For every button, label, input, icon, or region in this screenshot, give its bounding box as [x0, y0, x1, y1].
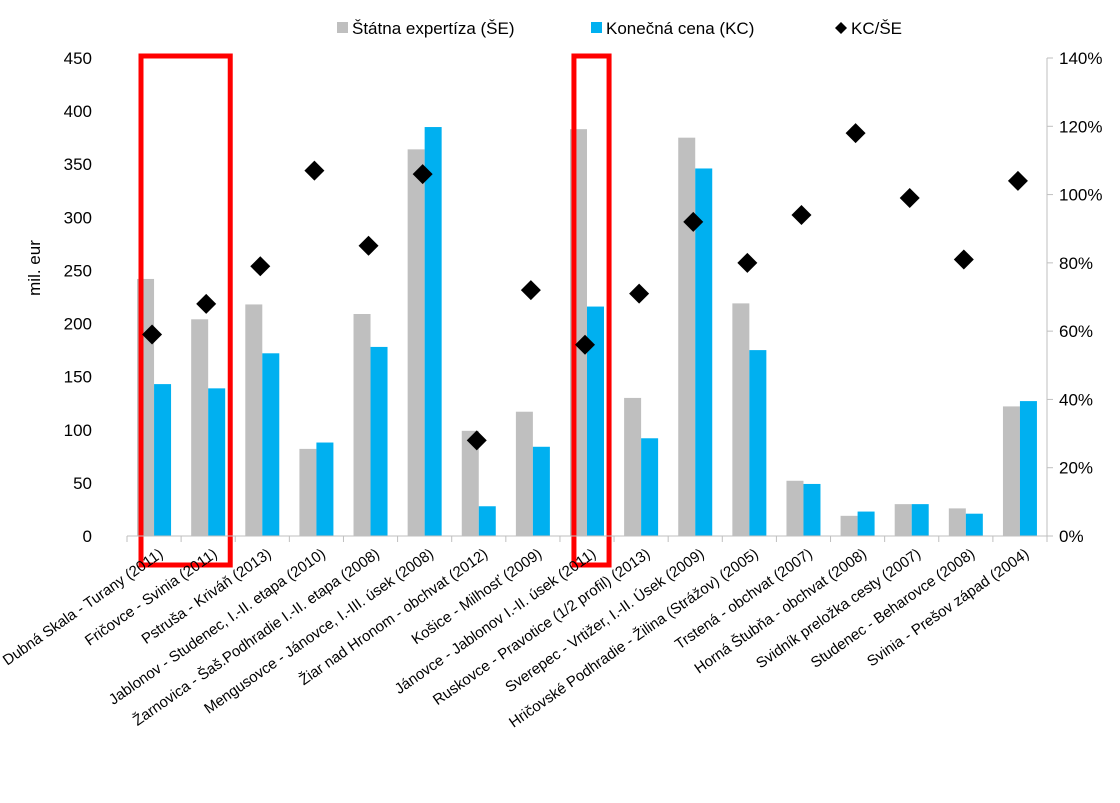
y-axis-left: 0 50 100 150 200 250 300 350 400 450 [64, 49, 92, 546]
ratio-marker [845, 123, 866, 144]
y2-tick-label: 140% [1059, 49, 1102, 68]
legend-swatch [591, 22, 602, 33]
ratio-marker [1007, 170, 1028, 191]
y2-tick-label: 80% [1059, 254, 1093, 273]
bar-statna-expertiza [678, 137, 696, 536]
bar-statna-expertiza [732, 303, 750, 536]
ratio-marker [466, 430, 487, 451]
y-tick-label: 300 [64, 208, 92, 227]
y-tick-label: 150 [64, 368, 92, 387]
highlight-box [571, 53, 612, 568]
y-axis-title: mil. eur [25, 240, 44, 296]
bar-statna-expertiza [948, 508, 966, 536]
bar-konecna-cena [803, 483, 821, 536]
ratio-marker [899, 187, 920, 208]
ratio-marker [196, 293, 217, 314]
y2-tick-label: 40% [1059, 390, 1093, 409]
bar-statna-expertiza [840, 515, 858, 536]
ratio-marker [142, 324, 163, 345]
bar-statna-expertiza [1002, 406, 1020, 536]
bar-statna-expertiza [245, 304, 263, 536]
legend-label: KC/ŠE [851, 19, 902, 38]
bar-statna-expertiza [299, 448, 317, 536]
legend-label: Štátna expertíza (ŠE) [352, 19, 515, 38]
bar-konecna-cena [641, 438, 659, 536]
bar-konecna-cena [1019, 401, 1037, 536]
y2-tick-label: 20% [1059, 459, 1093, 478]
bar-statna-expertiza [624, 397, 642, 536]
bar-konecna-cena [208, 388, 226, 536]
ratio-marker [304, 160, 325, 181]
bar-statna-expertiza [191, 319, 209, 536]
y-tick-label: 100 [64, 421, 92, 440]
ratio-marker [358, 235, 379, 256]
x-category-label: Žarnovica - Šaš.Podhradie I.-II. etapa (… [130, 545, 383, 729]
y2-tick-label: 100% [1059, 186, 1102, 205]
bar-statna-expertiza [461, 430, 479, 536]
y-tick-label: 200 [64, 315, 92, 334]
y-tick-label: 450 [64, 49, 92, 68]
ratio-marker [953, 249, 974, 270]
bar-konecna-cena [911, 504, 929, 536]
x-category-label: Hričovské Podhradie - Žilina (Strážov) (… [506, 545, 762, 731]
ratio-markers [142, 123, 1028, 451]
bar-statna-expertiza [515, 411, 533, 536]
legend-label: Konečná cena (KC) [606, 19, 754, 38]
x-axis: Dubná Skala - Turany (2011)Fričovce - Sv… [0, 535, 1048, 731]
ratio-marker [520, 280, 541, 301]
bar-statna-expertiza [407, 149, 425, 536]
bar-statna-expertiza [786, 480, 804, 536]
ratio-marker [575, 334, 595, 355]
bar-konecna-cena [424, 127, 442, 537]
y-tick-label: 0 [83, 527, 92, 546]
ratio-marker [683, 211, 704, 232]
bar-konecna-cena [532, 446, 550, 536]
highlight-box [138, 53, 233, 568]
y2-tick-label: 60% [1059, 322, 1093, 341]
y2-tick-label: 0% [1059, 527, 1084, 546]
y-tick-label: 400 [64, 102, 92, 121]
ratio-marker [250, 256, 271, 277]
ratio-marker [629, 283, 650, 304]
y-tick-label: 250 [64, 261, 92, 280]
bar-konecna-cena [370, 346, 388, 536]
legend-swatch [835, 22, 847, 34]
ratio-marker [737, 252, 758, 273]
bar-konecna-cena [587, 306, 604, 536]
ratio-marker [791, 205, 812, 226]
bar-konecna-cena [749, 350, 767, 536]
bar-konecna-cena [965, 513, 983, 536]
bar-statna-expertiza [894, 504, 912, 536]
y-axis-right: 0% 20% 40% 60% 80% 100% 120% 140% [1046, 49, 1102, 546]
y2-tick-label: 120% [1059, 117, 1102, 136]
y-tick-label: 50 [73, 474, 92, 493]
ratio-marker [412, 164, 433, 185]
y-tick-label: 350 [64, 155, 92, 174]
bars [137, 127, 1037, 537]
bar-konecna-cena [316, 442, 334, 536]
x-category-label: Sverepec - Vrtižer, I.-II. Úsek (2009) [502, 545, 707, 696]
bar-konecna-cena [154, 384, 172, 536]
bar-konecna-cena [695, 168, 713, 536]
legend: Štátna expertíza (ŠE) Konečná cena (KC) KC… [337, 19, 902, 38]
bar-konecna-cena [262, 353, 280, 536]
legend-swatch [337, 22, 348, 33]
bar-statna-expertiza [353, 313, 371, 536]
bar-konecna-cena [478, 506, 496, 536]
bar-konecna-cena [857, 511, 875, 536]
highlight-boxes [138, 53, 612, 568]
